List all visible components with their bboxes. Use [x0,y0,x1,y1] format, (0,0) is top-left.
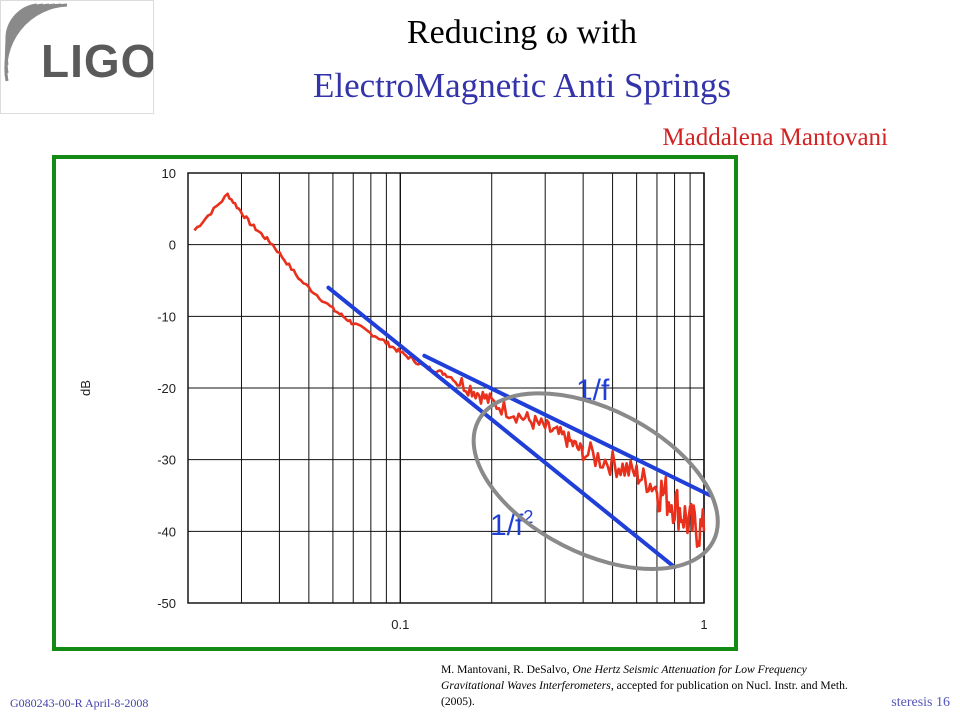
y-tick-label: -40 [157,524,176,539]
document-id: G080243-00-R April-8-2008 [10,696,149,710]
reference-authors: M. Mantovani, R. DeSalvo, [441,663,573,676]
data-series-line [193,192,706,549]
x-tick-label: 0.1 [391,617,409,632]
y-tick-label: -50 [157,596,176,611]
figure-frame: 10 0 -10 -20 -30 -40 -50 0.1 1 dB 1/f 1/f2 [52,155,738,651]
highlight-ellipse [471,391,720,571]
y-tick-label: 0 [169,238,176,253]
y-tick-label: -10 [157,309,176,324]
chart: 100-10-20-30-40-500.1 1dB 1/f1/f2 [78,166,720,632]
reference-rest: , accepted for publication on Nucl. Inst… [441,679,848,708]
y-tick-label: -30 [157,453,176,468]
slide-subtitle: ElectroMagnetic Anti Springs [313,66,731,105]
x-tick-label: 1 [700,617,707,632]
fit-line [326,285,677,570]
logo-text: LIGO [41,35,154,87]
slide-title: Reducing ω with [406,14,638,51]
y-tick-label: 10 [162,166,176,181]
logo-arcs [4,3,68,82]
slide-number: steresis 16 [891,695,950,710]
y-tick-label: -20 [157,381,176,396]
reference-title: One Hertz Seismic Attenuation for Low Fr… [441,663,807,692]
fit-line [422,353,713,498]
ligo-logo: LIGO [0,0,154,114]
y-axis-label: dB [78,380,93,396]
author-name: Maddalena Mantovani [662,124,888,151]
fit-line-exponent: 2 [523,507,533,527]
reference-citation: M. Mantovani, R. DeSalvo, One Hertz Seis… [441,662,861,710]
